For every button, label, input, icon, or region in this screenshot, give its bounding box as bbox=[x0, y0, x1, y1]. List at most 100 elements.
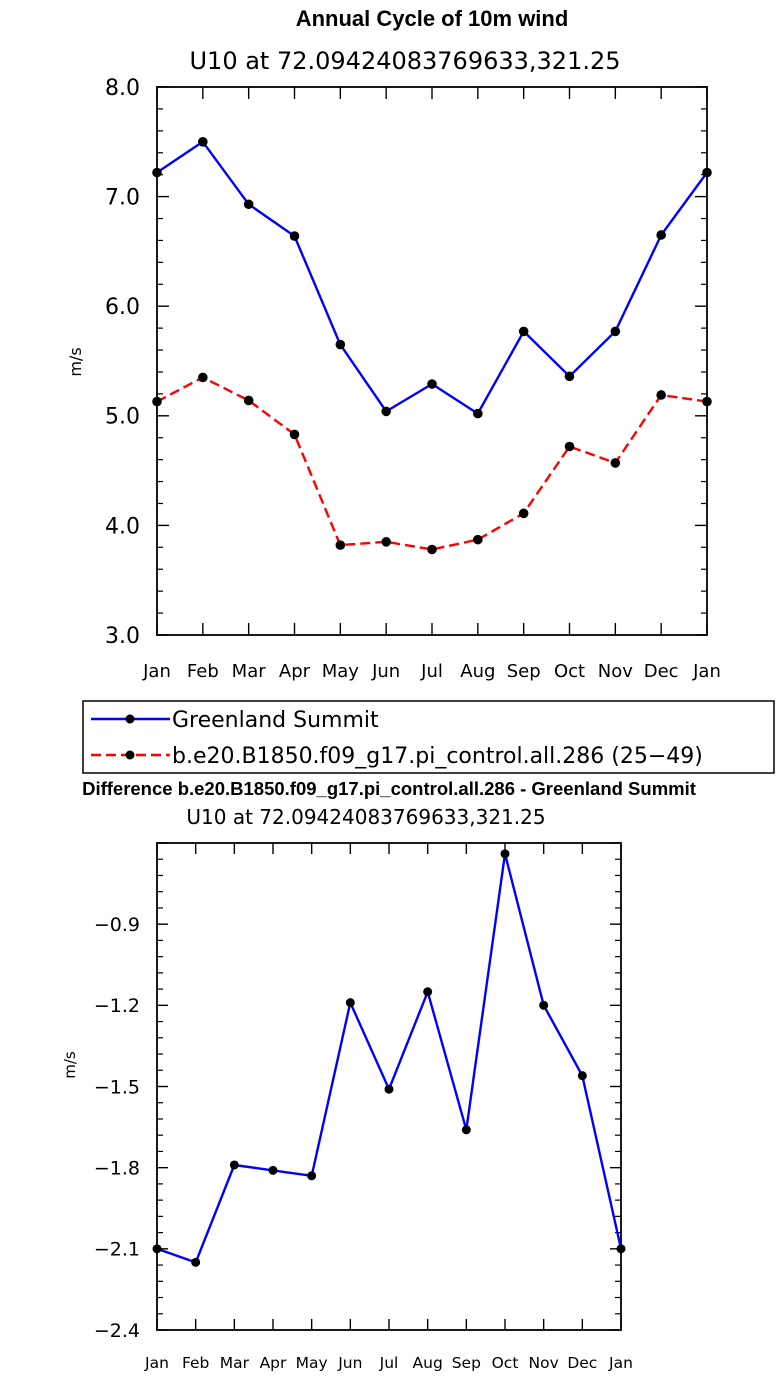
x-tick-label: Oct bbox=[492, 1354, 519, 1372]
data-point bbox=[577, 1071, 587, 1081]
x-tick-label: Jun bbox=[371, 661, 400, 682]
data-point bbox=[335, 540, 346, 550]
data-point bbox=[289, 231, 300, 241]
x-tick-label: Mar bbox=[220, 1354, 250, 1372]
chart-subtitle: U10 at 72.09424083769633,321.25 bbox=[186, 805, 545, 829]
x-tick-label: Apr bbox=[279, 661, 311, 682]
y-tick-label: 6.0 bbox=[105, 295, 140, 320]
legend-item: b.e20.B1850.f09_g17.pi_control.all.286 (… bbox=[91, 744, 703, 769]
data-point bbox=[702, 396, 712, 407]
y-tick-label: −1.5 bbox=[94, 1076, 140, 1098]
data-point bbox=[656, 230, 666, 240]
series-line bbox=[156, 140, 708, 415]
x-tick-label: Jul bbox=[379, 1354, 399, 1372]
y-tick-label: 5.0 bbox=[105, 405, 140, 430]
x-tick-label: Oct bbox=[554, 661, 585, 682]
x-tick-label: Jul bbox=[420, 661, 443, 682]
series-0 bbox=[152, 849, 626, 1267]
y-tick-label: 3.0 bbox=[105, 624, 140, 649]
data-point bbox=[564, 371, 575, 382]
data-point bbox=[518, 326, 529, 337]
data-point bbox=[152, 1244, 162, 1254]
y-tick-label: −1.8 bbox=[94, 1158, 140, 1180]
x-tick-label: Dec bbox=[644, 661, 679, 682]
x-tick-label: Feb bbox=[187, 661, 219, 682]
x-tick-label: Jun bbox=[337, 1354, 362, 1372]
series-1 bbox=[152, 372, 712, 555]
chart-annual-cycle: Annual Cycle of 10m wind U10 at 72.09424… bbox=[66, 6, 721, 682]
data-point bbox=[473, 408, 483, 419]
y-tick-label: −2.1 bbox=[94, 1239, 140, 1261]
legend-label-control-run: b.e20.B1850.f09_g17.pi_control.all.286 (… bbox=[172, 744, 703, 769]
y-ticks bbox=[157, 86, 707, 636]
y-tick-label: −1.2 bbox=[94, 995, 140, 1017]
legend-item: Greenland Summit bbox=[91, 708, 379, 733]
legend-label-greenland-summit: Greenland Summit bbox=[172, 708, 379, 733]
data-point bbox=[473, 534, 483, 545]
x-tick-label: May bbox=[322, 661, 360, 682]
data-point bbox=[152, 396, 162, 407]
x-tick-label: Jan bbox=[608, 1354, 633, 1372]
chart-difference: Difference b.e20.B1850.f09_g17.pi_contro… bbox=[61, 778, 696, 1372]
series-0 bbox=[152, 137, 712, 419]
y-tick-label: −2.4 bbox=[94, 1320, 140, 1342]
x-tick-label: Nov bbox=[598, 661, 633, 682]
x-tick-label: Mar bbox=[232, 661, 267, 682]
y-tick-label: 7.0 bbox=[105, 186, 140, 211]
data-point bbox=[518, 508, 529, 519]
x-tick-label: Dec bbox=[567, 1354, 597, 1372]
chart-title: Difference b.e20.B1850.f09_g17.pi_contro… bbox=[82, 778, 696, 799]
legend-marker bbox=[125, 750, 135, 760]
legend-marker bbox=[125, 714, 135, 724]
series-line bbox=[156, 852, 623, 1264]
x-tick-label: Apr bbox=[260, 1354, 287, 1372]
data-point bbox=[702, 167, 712, 178]
x-tick-label: Nov bbox=[529, 1354, 559, 1372]
x-tick-label: Feb bbox=[182, 1354, 209, 1372]
data-point bbox=[610, 326, 621, 337]
data-point bbox=[243, 395, 254, 406]
data-point bbox=[191, 1257, 201, 1267]
data-point bbox=[268, 1165, 278, 1175]
data-point bbox=[427, 544, 437, 555]
y-axis-label: m/s bbox=[61, 1051, 79, 1079]
data-point bbox=[381, 537, 391, 547]
data-point bbox=[381, 406, 391, 417]
y-axis-label: m/s bbox=[66, 347, 85, 376]
x-ticks bbox=[156, 843, 622, 1330]
data-point bbox=[307, 1171, 317, 1181]
data-point bbox=[345, 998, 355, 1008]
series-line bbox=[156, 376, 708, 551]
x-tick-label: Jan bbox=[142, 661, 171, 682]
data-point bbox=[384, 1084, 394, 1094]
data-point bbox=[229, 1160, 239, 1170]
x-tick-label: Aug bbox=[460, 661, 495, 682]
data-point bbox=[610, 458, 621, 468]
x-tick-label: Jan bbox=[692, 661, 721, 682]
y-tick-label: 8.0 bbox=[105, 76, 140, 101]
data-point bbox=[461, 1125, 471, 1135]
legend-box bbox=[82, 700, 775, 774]
data-point bbox=[335, 339, 346, 350]
x-ticks bbox=[156, 87, 708, 635]
data-point bbox=[289, 429, 300, 440]
x-tick-label: Sep bbox=[452, 1354, 481, 1372]
x-tick-label: Jan bbox=[144, 1354, 169, 1372]
x-tick-label: Aug bbox=[413, 1354, 443, 1372]
chart-subtitle: U10 at 72.09424083769633,321.25 bbox=[189, 47, 620, 75]
data-point bbox=[539, 1000, 549, 1010]
data-point bbox=[616, 1244, 626, 1254]
y-tick-label: 4.0 bbox=[105, 514, 140, 539]
x-tick-label: May bbox=[296, 1354, 328, 1372]
chart-title: Annual Cycle of 10m wind bbox=[296, 6, 569, 31]
data-point bbox=[656, 390, 666, 400]
data-point bbox=[198, 137, 208, 147]
y-tick-label: −0.9 bbox=[94, 914, 140, 936]
data-point bbox=[427, 379, 437, 389]
data-point bbox=[500, 849, 510, 859]
data-point bbox=[243, 199, 254, 210]
data-point bbox=[198, 372, 208, 383]
data-point bbox=[423, 987, 433, 997]
data-point bbox=[152, 167, 162, 178]
